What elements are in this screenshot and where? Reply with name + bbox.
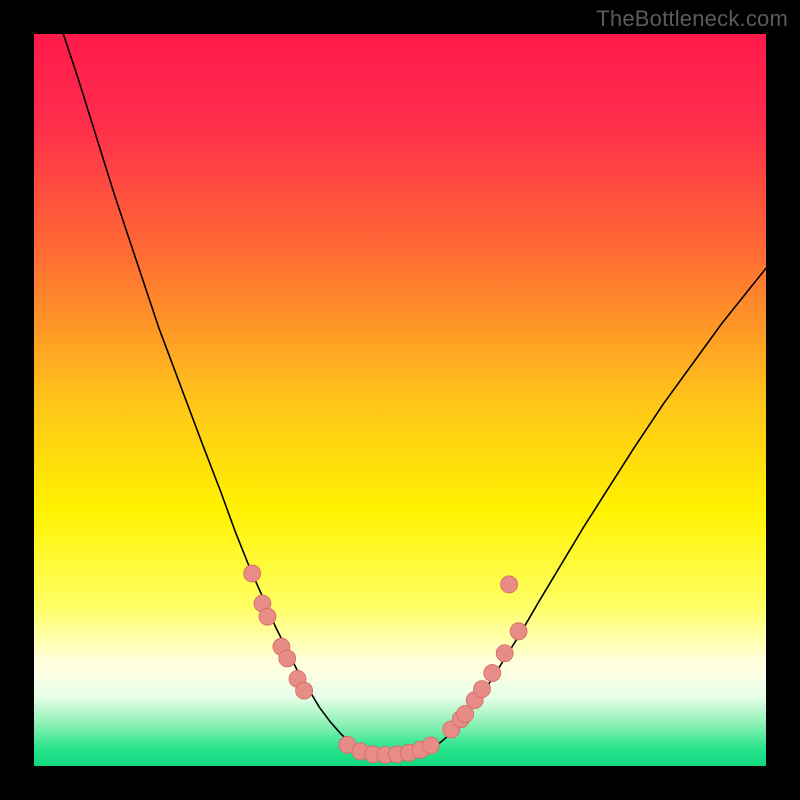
data-marker xyxy=(510,623,527,640)
data-marker xyxy=(296,682,313,699)
data-marker xyxy=(501,576,518,593)
data-marker xyxy=(496,645,513,662)
light-horizontal-band xyxy=(34,656,766,678)
chart-svg xyxy=(34,34,766,766)
data-marker xyxy=(259,608,276,625)
plot-area xyxy=(34,34,766,766)
data-marker xyxy=(422,737,439,754)
data-marker xyxy=(473,681,490,698)
data-marker xyxy=(244,565,261,582)
data-marker xyxy=(279,650,296,667)
watermark-text: TheBottleneck.com xyxy=(596,6,788,32)
data-marker xyxy=(484,665,501,682)
figure-outer: TheBottleneck.com xyxy=(0,0,800,800)
